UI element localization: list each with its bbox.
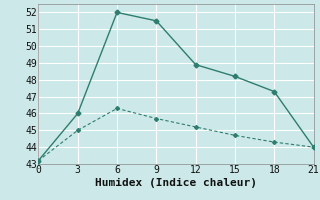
X-axis label: Humidex (Indice chaleur): Humidex (Indice chaleur) <box>95 178 257 188</box>
